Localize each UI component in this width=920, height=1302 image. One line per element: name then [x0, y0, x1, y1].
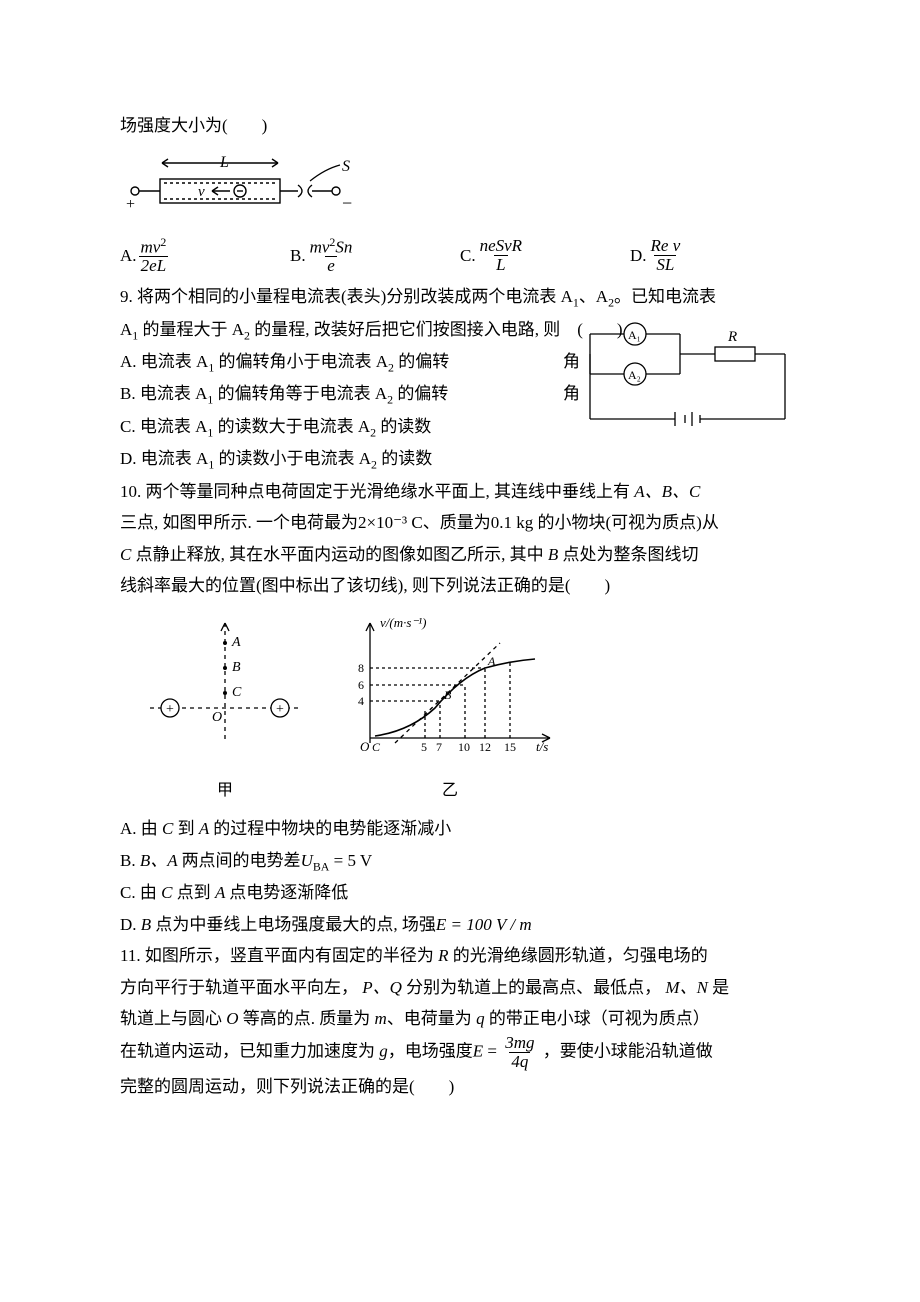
svg-text:5: 5 — [421, 740, 427, 754]
q11-stem-3: 轨道上与圆心 O 等高的点. 质量为 m、电荷量为 q 的带正电小球（可视为质点… — [120, 1003, 800, 1034]
q8-figure: L S v + − — [120, 151, 800, 231]
q8-opt-B: B. mv2Sn e — [290, 236, 460, 275]
q10-opt-D: D. B 点为中垂线上电场强度最大的点, 场强E = 100 V / m — [120, 909, 800, 940]
q8-S-label: S — [342, 158, 350, 175]
q8-v-label: v — [198, 184, 205, 200]
q9: 9. 将两个相同的小量程电流表(表头)分别改装成两个电流表 A1、A2。已知电流… — [120, 281, 800, 475]
page: 场强度大小为( ) — [0, 0, 920, 1302]
q10-cap-jia: 甲 — [140, 776, 310, 806]
svg-text:15: 15 — [504, 740, 516, 754]
q8-options: A. mv2 2eL B. mv2Sn e C. neSvR L D. Re v — [120, 236, 800, 275]
svg-text:12: 12 — [479, 740, 491, 754]
q10-stem-3: C 点静止释放, 其在水平面内运动的图像如图乙所示, 其中 B 点处为整条图线切 — [120, 539, 800, 570]
q9-opt-B: B. 电流表 A1 的偏转角等于电流表 A2 的偏转 角 — [120, 378, 580, 410]
q9-opt-A: A. 电流表 A1 的偏转角小于电流表 A2 的偏转 角 — [120, 346, 580, 378]
q11-stem-5: 完整的圆周运动，则下列说法正确的是( ) — [120, 1071, 800, 1102]
q10-opt-C: C. 由 C 点到 A 点电势逐渐降低 — [120, 877, 800, 908]
svg-text:4: 4 — [358, 694, 364, 708]
q8-opt-D: D. Re v SL — [630, 236, 800, 275]
q11-stem-4: 在轨道内运动，已知重力加速度为 g，电场强度E = 3mg 4q ，要使小球能沿… — [120, 1034, 800, 1071]
q10-stem-1: 10. 两个等量同种点电荷固定于光滑绝缘水平面上, 其连线中垂线上有 A、B、C — [120, 476, 800, 507]
q8-opt-A: A. mv2 2eL — [120, 236, 290, 275]
svg-text:A: A — [231, 635, 241, 650]
q10-fig-yi: v/(m·s⁻¹) 8 6 4 O C 5 7 10 12 15 t/s A B… — [340, 613, 560, 805]
q9-circuit: A₁ A₂ R — [580, 309, 800, 449]
svg-text:C: C — [232, 685, 242, 700]
svg-text:8: 8 — [358, 661, 364, 675]
q10-opt-B: B. B、A 两点间的电势差UBA = 5 V — [120, 845, 800, 877]
q11-stem-2: 方向平行于轨道平面水平向左， P、Q 分别为轨道上的最高点、最低点， M、N 是 — [120, 972, 800, 1003]
q9-opt-C: C. 电流表 A1 的读数大于电流表 A2 的读数 — [120, 411, 580, 443]
q9-A2-label: A₂ — [628, 368, 641, 382]
q10-figures: + + A B C O 甲 — [140, 613, 800, 805]
svg-text:C: C — [372, 740, 381, 754]
q9-A1-label: A₁ — [628, 328, 641, 342]
q8-intro-tail: 场强度大小为( ) — [120, 110, 800, 141]
svg-text:10: 10 — [458, 740, 470, 754]
q10-stem-2: 三点, 如图甲所示. 一个电荷最为2×10⁻³ C、质量为0.1 kg 的小物块… — [120, 507, 800, 538]
q10-fig-jia: + + A B C O 甲 — [140, 613, 310, 805]
svg-text:t/s: t/s — [536, 739, 548, 754]
q9-R-label: R — [727, 329, 737, 345]
svg-text:6: 6 — [358, 678, 364, 692]
svg-text:B: B — [232, 660, 241, 675]
q8-L-label: L — [219, 154, 229, 171]
svg-text:v/(m·s⁻¹): v/(m·s⁻¹) — [380, 615, 427, 630]
q10-stem-4: 线斜率最大的位置(图中标出了该切线), 则下列说法正确的是( ) — [120, 570, 800, 601]
svg-text:+: + — [166, 702, 174, 717]
svg-text:O: O — [360, 739, 370, 754]
q8-opt-C: C. neSvR L — [460, 236, 630, 275]
svg-text:+: + — [126, 196, 135, 213]
svg-text:−: − — [342, 193, 352, 213]
q9-opt-D: D. 电流表 A1 的读数小于电流表 A2 的读数 — [120, 443, 580, 475]
q10-cap-yi: 乙 — [340, 776, 560, 806]
svg-text:+: + — [276, 702, 284, 717]
svg-text:A: A — [487, 654, 496, 668]
q10-opt-A: A. 由 C 到 A 的过程中物块的电势能逐渐减小 — [120, 813, 800, 844]
svg-text:O: O — [212, 710, 222, 725]
svg-text:7: 7 — [436, 740, 442, 754]
svg-text:B: B — [444, 688, 452, 702]
q11-stem-1: 11. 如图所示，竖直平面内有固定的半径为 R 的光滑绝缘圆形轨道，匀强电场的 — [120, 940, 800, 971]
